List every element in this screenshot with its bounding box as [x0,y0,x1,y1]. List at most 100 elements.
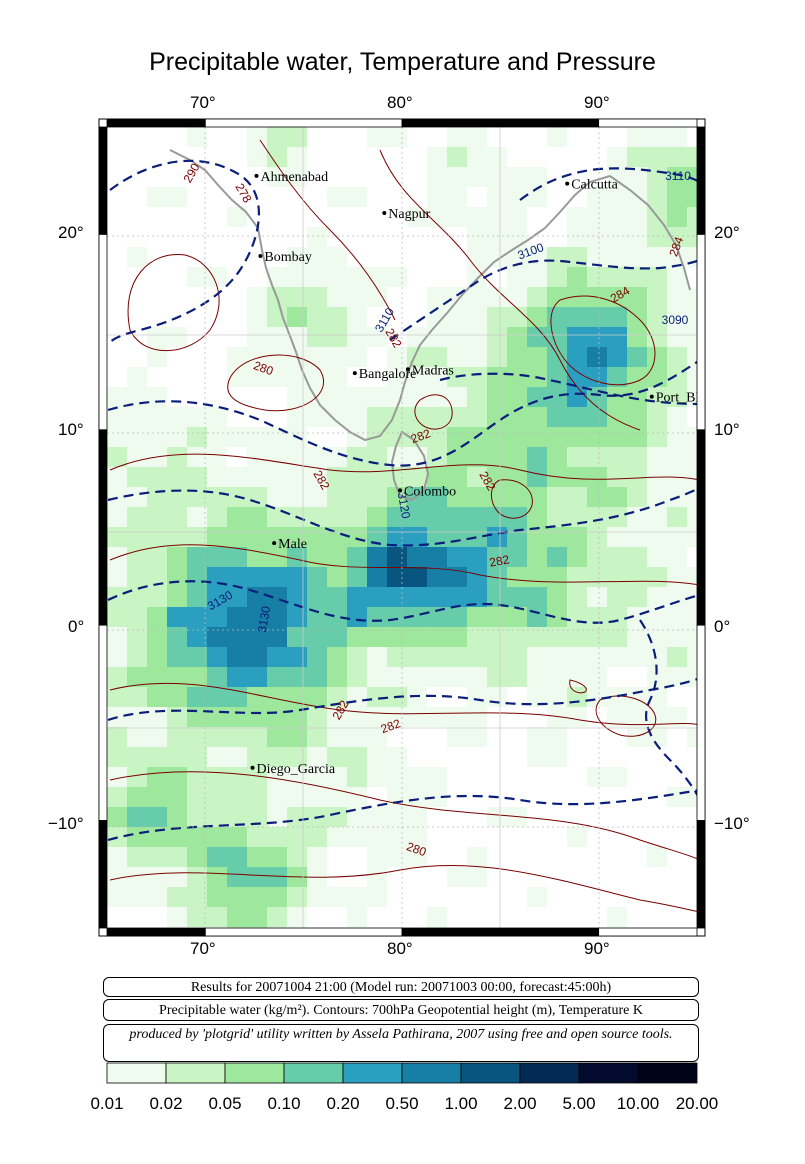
pw-cell [547,387,567,407]
pw-cell [347,627,367,647]
pw-cell [327,787,347,807]
pw-cell [507,267,527,287]
pw-cell [307,667,327,687]
pw-cell [327,387,347,407]
pw-cell [447,187,467,207]
pw-cell [607,527,627,547]
pw-cell [467,307,487,327]
left-lat-label-neg10: −10° [48,814,84,833]
pw-cell [667,227,687,247]
pw-cell [287,627,307,647]
pw-cell [647,667,667,687]
pw-cell [587,767,607,787]
pw-cell [187,447,207,467]
pw-cell [187,587,207,607]
pw-cell [647,607,667,627]
pw-cell [547,367,567,387]
pw-cell [667,207,687,227]
pw-cell [207,827,227,847]
pw-cell [307,587,327,607]
pw-cell [367,707,387,727]
pw-cell [427,787,447,807]
pw-cell [267,327,287,347]
pw-cell [347,547,367,567]
pw-cell [387,347,407,367]
pw-cell [287,767,307,787]
pw-cell [287,547,307,567]
pw-cell [207,687,227,707]
pw-cell [207,527,227,547]
pw-cell [507,287,527,307]
pw-cell [427,627,447,647]
pw-cell [107,607,127,627]
pw-cell [387,267,407,287]
pw-cell [447,147,467,167]
pw-cell [627,267,647,287]
pw-cell [267,687,287,707]
colorbar-tick-label: 1.00 [444,1094,478,1113]
pw-cell [347,327,367,347]
pw-cell [567,527,587,547]
pw-cell [367,687,387,707]
pw-cell [127,727,147,747]
pw-cell [167,747,187,767]
pw-cell [147,887,167,907]
pw-cell [307,747,327,767]
pw-cell [687,627,697,647]
pw-cell [327,267,347,287]
pw-cell [647,287,667,307]
pw-cell [287,587,307,607]
pw-cell [167,827,187,847]
pw-cell [547,407,567,427]
pw-cell [587,227,607,247]
pw-cell [667,167,687,187]
city-marker [258,253,263,258]
pw-cell [447,347,467,367]
pw-cell [367,847,387,867]
pw-cell [487,427,507,447]
pw-cell [667,447,687,467]
pw-cell [327,647,347,667]
pw-cell [427,147,447,167]
pw-cell [227,347,247,367]
pw-cell [547,507,567,527]
pw-cell [627,207,647,227]
colorbar-tick-label: 0.20 [326,1094,360,1113]
city-label: Nagpur [388,207,430,222]
pw-cell [487,407,507,427]
pw-cell [147,427,167,447]
pw-cell [327,607,347,627]
pw-cell [507,247,527,267]
pw-cell [307,267,327,287]
legend-caption: Precipitable water (kg/m²). Contours: 70… [103,999,699,1021]
pw-cell [507,647,527,667]
pw-cell [127,767,147,787]
pw-cell [267,747,287,767]
right-lat-label-10: 10° [714,420,740,439]
pw-cell [647,687,667,707]
pw-cell [527,327,547,347]
pw-cell [207,607,227,627]
pw-cell [247,667,267,687]
pw-cell [287,287,307,307]
pw-cell [327,627,347,647]
pw-cell [667,667,687,687]
pw-cell [667,587,687,607]
pw-cell [467,267,487,287]
pw-cell [567,627,587,647]
pw-cell [107,387,127,407]
pw-cell [547,627,567,647]
pw-cell [347,667,367,687]
colorbar-swatch [637,1062,698,1084]
pw-cell [267,347,287,367]
pw-cell [287,267,307,287]
pw-cell [207,787,227,807]
colorbar-swatch [578,1062,639,1084]
contour-label: 282 [488,552,510,569]
pw-cell [507,307,527,327]
pw-cell [687,207,697,227]
pw-cell [627,167,647,187]
pw-cell [147,647,167,667]
pw-cell [127,607,147,627]
pw-cell [187,827,207,847]
